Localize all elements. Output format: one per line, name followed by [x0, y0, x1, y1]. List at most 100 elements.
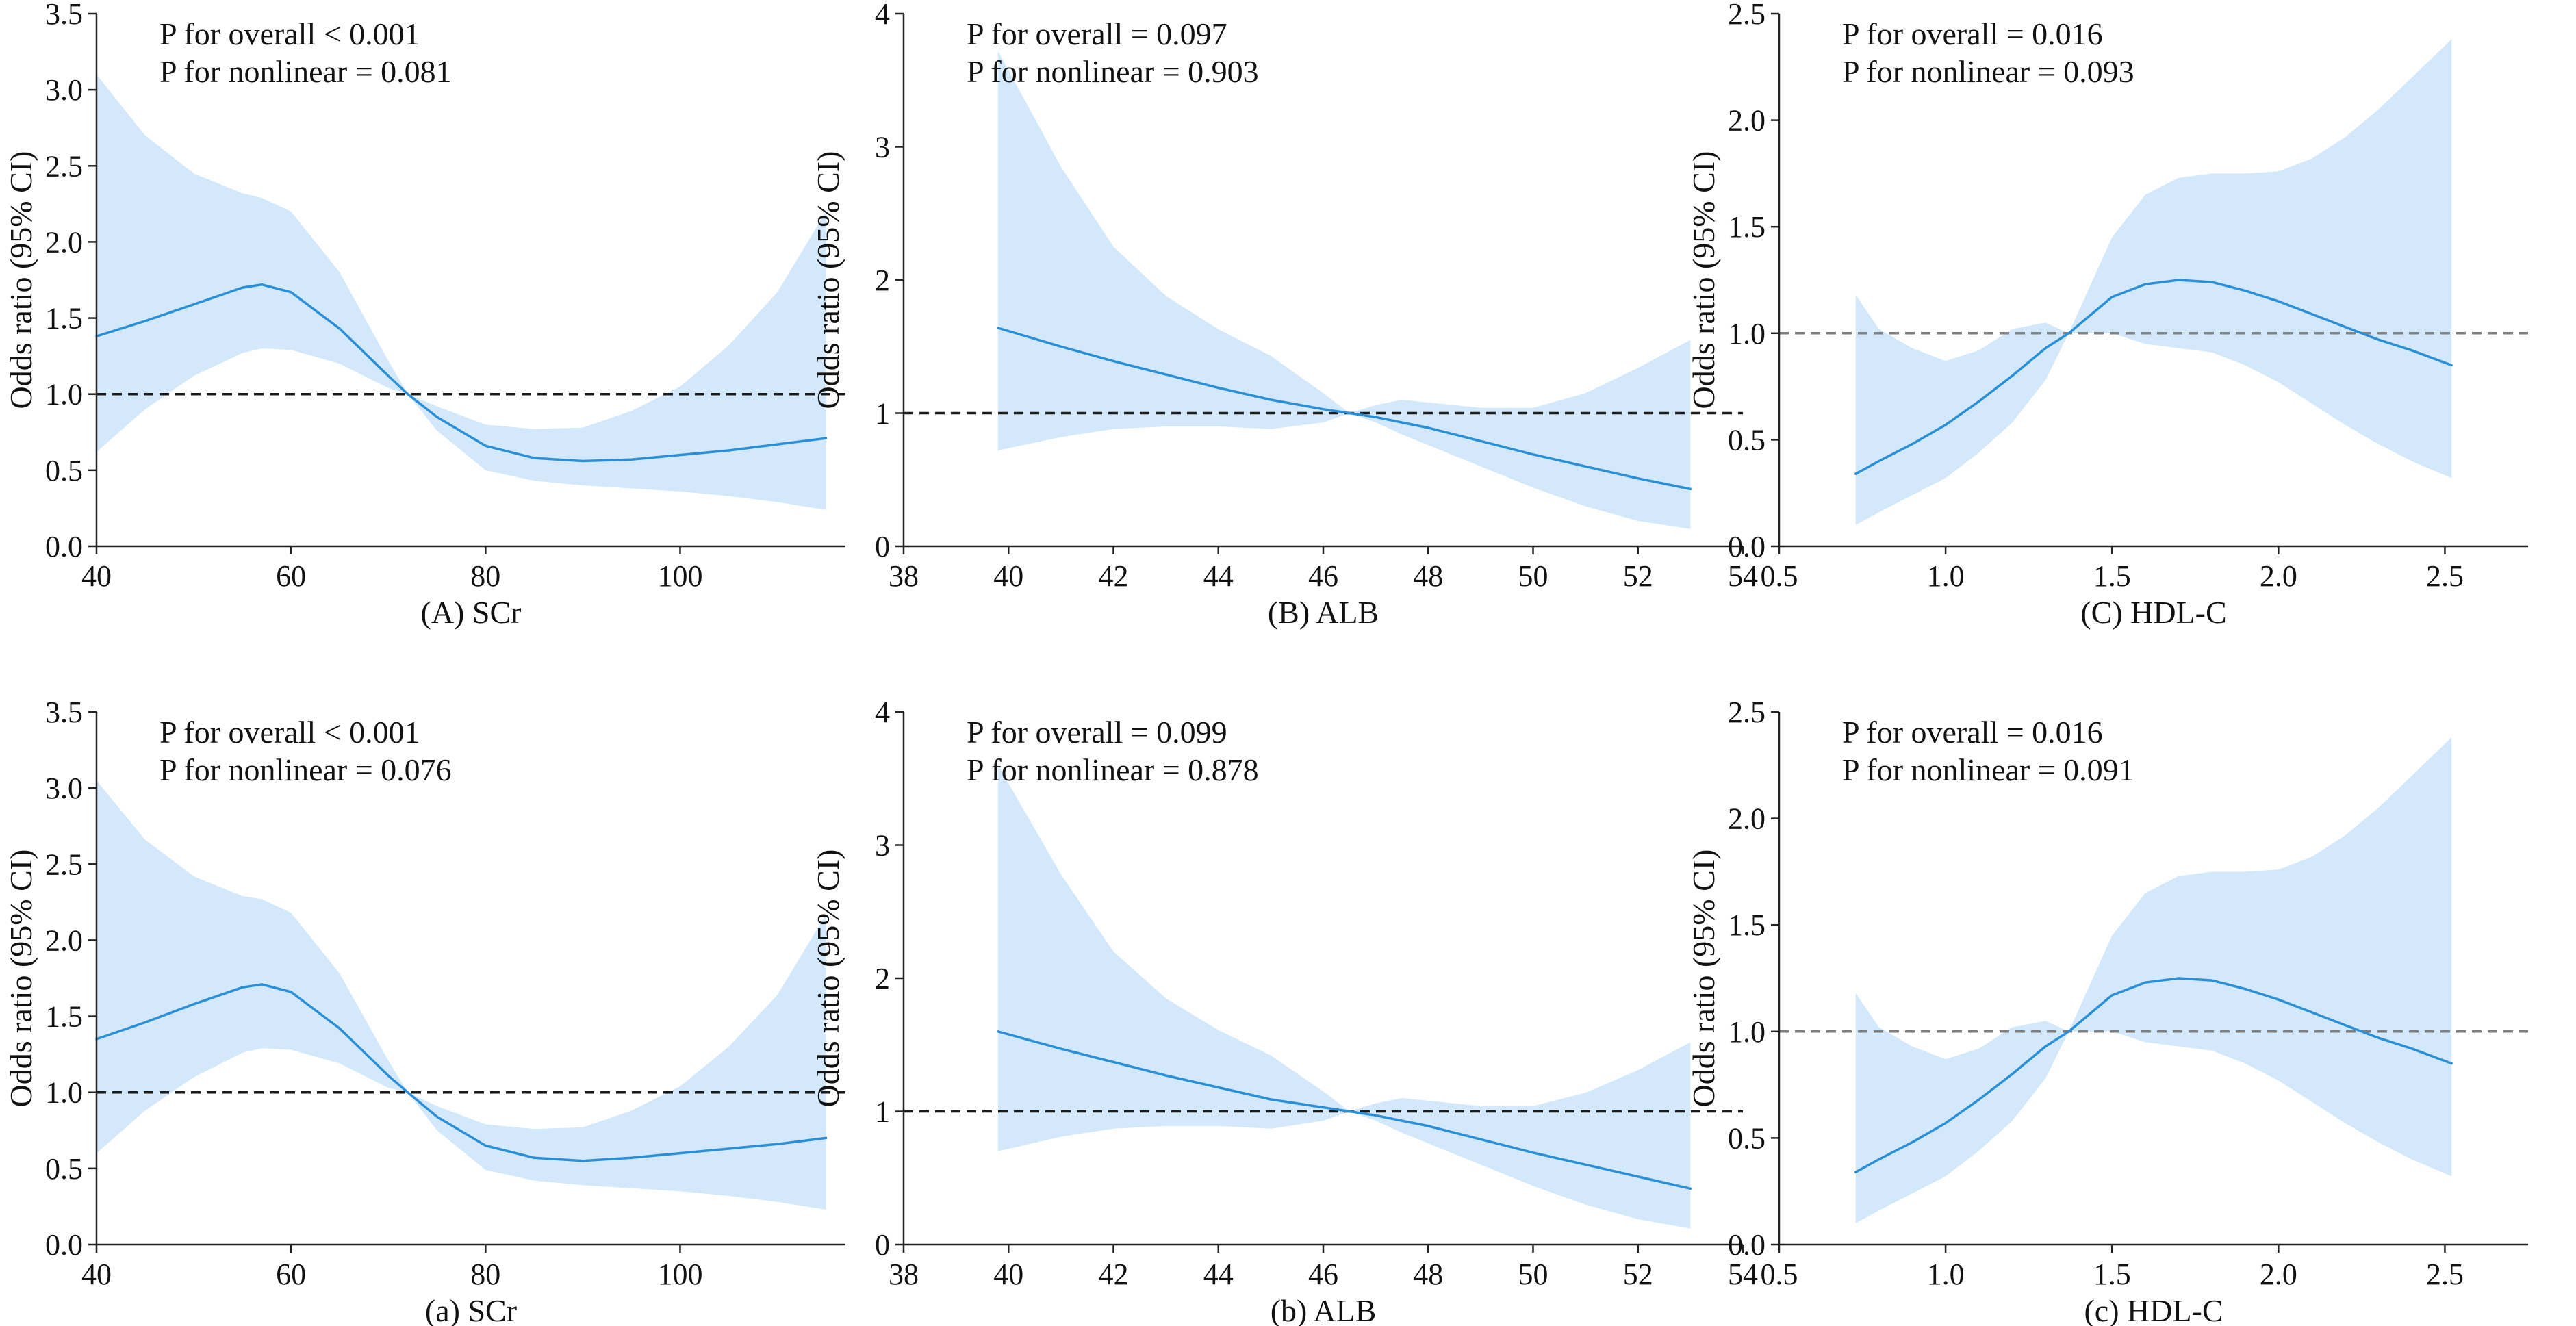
- p-overall-annotation: P for overall = 0.097: [967, 16, 1227, 51]
- y-tick-label: 0.0: [45, 530, 83, 563]
- chart-panel-3: 0.00.51.01.52.02.50.5 1.0 1.5 2.0 2.5(C) HDL…: [1686, 0, 2528, 630]
- x-tick-label: 100: [657, 559, 702, 593]
- y-tick-label: 3.0: [45, 772, 83, 805]
- x-tick-label: 0.5: [1761, 1258, 1798, 1291]
- p-overall-annotation: P for overall < 0.001: [160, 16, 420, 51]
- chart-panel-1: 0.0 0.5 1.0 1.5 2.0 2.5 3.0 3.5 40 60 80 100 (A) SCr…: [3, 0, 845, 630]
- x-tick-label: 48: [1413, 1258, 1443, 1291]
- x-tick-label: 52: [1623, 1258, 1653, 1291]
- chart-panel-5: 0 1 2 3 4 38 40 42 44 46 48 50 52 54 (b) ALB Odds ratio…: [811, 696, 1758, 1326]
- y-tick-label: 1.0: [45, 378, 83, 411]
- x-tick-label: 80: [470, 559, 500, 593]
- x-tick-label: 1.5: [2093, 559, 2131, 593]
- y-tick-label: 1.5: [45, 1000, 83, 1034]
- y-tick-label: 2.5: [1728, 0, 1765, 31]
- y-tick-label: 2.5: [45, 847, 83, 881]
- x-tick-label: 1.5: [2093, 1258, 2131, 1291]
- y-tick-label: 3: [875, 131, 890, 164]
- x-tick-label: 2.5: [2426, 559, 2464, 593]
- p-nonlinear-annotation: P for nonlinear = 0.076: [160, 752, 452, 787]
- x-tick-label: 50: [1518, 1258, 1548, 1291]
- x-tick-label: 38: [889, 559, 919, 593]
- p-overall-annotation: P for overall = 0.016: [1842, 16, 2103, 51]
- odds-ratio-line: [95, 983, 828, 1162]
- x-tick-label: 42: [1099, 1258, 1129, 1291]
- y-tick-label: 3: [875, 829, 890, 863]
- x-tick-label: 40: [81, 559, 112, 593]
- chart-panel-6: 0.00.51.01.52.02.50.5 1.0 1.5 2.0 2.5(c) HDL…: [1686, 696, 2528, 1326]
- x-tick-label: 1.0: [1927, 559, 1965, 593]
- x-tick-label: 54: [1728, 1258, 1758, 1291]
- y-axis-label: Odds ratio (95% CI): [3, 151, 38, 409]
- x-tick-label: 40: [81, 1258, 112, 1291]
- y-tick-label: 0: [875, 1228, 890, 1262]
- y-tick-label: 0.5: [1728, 423, 1765, 457]
- chart-panel-2: 0 1 2 3 4 38 40 42 44 46 48 50 52 54 (B) ALB Odds ratio…: [811, 0, 1758, 630]
- x-tick-label: 44: [1203, 559, 1234, 593]
- x-tick-label: 2.5: [2426, 1258, 2464, 1291]
- y-tick-label: 3.5: [45, 696, 83, 729]
- x-tick-label: 0.5: [1761, 559, 1798, 593]
- p-nonlinear-annotation: P for nonlinear = 0.091: [1842, 752, 2134, 787]
- x-tick-label: 46: [1308, 559, 1338, 593]
- x-axis-label: (c) HDL-C: [2084, 1293, 2223, 1326]
- y-tick-label: 2: [875, 264, 890, 297]
- y-tick-label: 2.0: [1728, 104, 1765, 138]
- x-tick-label: 1.0: [1927, 1258, 1965, 1291]
- y-tick-label: 0.0: [45, 1228, 83, 1262]
- y-tick-label: 1.0: [1728, 1015, 1765, 1049]
- confidence-band: [997, 51, 1691, 529]
- x-tick-label: 50: [1518, 559, 1548, 593]
- confidence-band: [97, 74, 826, 510]
- confidence-band: [97, 780, 826, 1210]
- x-axis-label: (C) HDL-C: [2080, 595, 2226, 630]
- x-tick-label: 46: [1308, 1258, 1338, 1291]
- y-axis-label: Odds ratio (95% CI): [811, 850, 845, 1108]
- p-nonlinear-annotation: P for nonlinear = 0.878: [967, 752, 1259, 787]
- y-tick-label: 2: [875, 962, 890, 995]
- y-tick-label: 1.5: [1728, 908, 1765, 942]
- odds-ratio-line: [95, 283, 828, 463]
- y-tick-label: 1.0: [1728, 317, 1765, 350]
- y-axis-label: Odds ratio (95% CI): [3, 850, 38, 1108]
- y-tick-label: 0.0: [1728, 530, 1765, 563]
- p-overall-annotation: P for overall < 0.001: [160, 715, 420, 750]
- y-tick-label: 1.5: [1728, 210, 1765, 244]
- y-tick-label: 0.0: [1728, 1228, 1765, 1262]
- y-tick-label: 1.5: [45, 302, 83, 335]
- y-tick-label: 1: [875, 1095, 890, 1129]
- y-tick-label: 0.5: [45, 1152, 83, 1186]
- x-tick-label: 40: [993, 559, 1023, 593]
- p-nonlinear-annotation: P for nonlinear = 0.903: [967, 54, 1259, 89]
- y-tick-label: 0.5: [45, 454, 83, 487]
- y-axis-label: Odds ratio (95% CI): [1686, 850, 1721, 1108]
- y-tick-label: 2.0: [45, 225, 83, 259]
- y-axis-label: Odds ratio (95% CI): [1686, 151, 1721, 409]
- y-tick-label: 3.5: [45, 0, 83, 31]
- x-axis-label: (A) SCr: [421, 595, 522, 630]
- y-tick-label: 1: [875, 397, 890, 431]
- p-nonlinear-annotation: P for nonlinear = 0.081: [160, 54, 452, 89]
- x-tick-label: 48: [1413, 559, 1443, 593]
- y-tick-label: 2.0: [1728, 802, 1765, 836]
- y-tick-label: 2.5: [45, 149, 83, 183]
- p-overall-annotation: P for overall = 0.016: [1842, 715, 2103, 750]
- x-tick-label: 60: [276, 1258, 306, 1291]
- chart-panel-4: 0.0 0.5 1.0 1.5 2.0 2.5 3.0 3.5 40 60 80 100 (a) SCr…: [3, 696, 845, 1326]
- odds-ratio-line: [1854, 279, 2453, 475]
- x-tick-label: 2.0: [2260, 1258, 2297, 1291]
- x-tick-label: 60: [276, 559, 306, 593]
- x-tick-label: 52: [1623, 559, 1653, 593]
- x-tick-label: 2.0: [2260, 559, 2297, 593]
- y-tick-label: 3.0: [45, 73, 83, 107]
- odds-ratio-line: [1854, 977, 2453, 1173]
- y-tick-label: 4: [875, 696, 890, 729]
- p-overall-annotation: P for overall = 0.099: [967, 715, 1227, 750]
- odds-ratio-line: [997, 327, 1692, 491]
- y-tick-label: 1.0: [45, 1076, 83, 1110]
- x-tick-label: 44: [1203, 1258, 1234, 1291]
- x-axis-label: (a) SCr: [425, 1293, 517, 1326]
- x-tick-label: 42: [1099, 559, 1129, 593]
- y-tick-label: 2.0: [45, 923, 83, 957]
